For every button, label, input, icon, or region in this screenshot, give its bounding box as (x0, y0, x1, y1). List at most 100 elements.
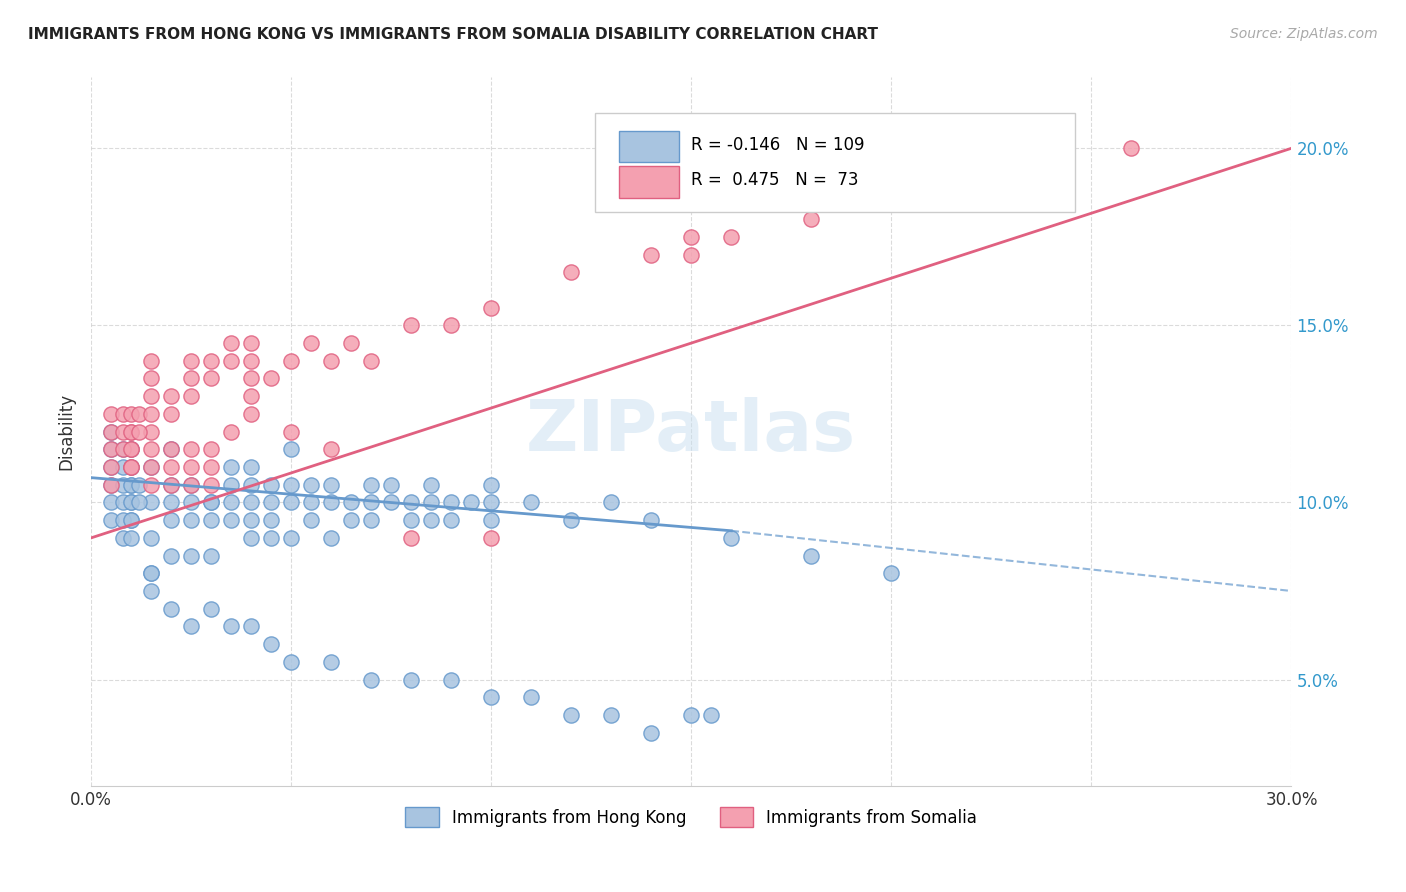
Point (100, 460, 122, 475)
Point (180, 495, 202, 509)
Point (399, 531, 422, 545)
Point (200, 495, 222, 509)
Point (112, 425, 135, 439)
Point (120, 425, 142, 439)
Point (240, 389, 263, 403)
Point (520, 690, 543, 705)
Point (399, 495, 422, 509)
Point (1040, 159, 1063, 173)
Point (120, 531, 142, 545)
Point (800, 549, 823, 563)
Point (112, 513, 135, 527)
Point (299, 495, 322, 509)
Point (180, 477, 202, 491)
Point (112, 495, 135, 509)
Point (120, 513, 142, 527)
Point (280, 495, 302, 509)
Point (260, 495, 283, 509)
Point (100, 442, 122, 457)
Point (420, 513, 443, 527)
Point (120, 513, 142, 527)
Point (100, 425, 122, 439)
Point (640, 725, 662, 739)
Point (160, 389, 183, 403)
Point (180, 389, 202, 403)
Point (240, 371, 263, 385)
Point (880, 177, 903, 191)
Point (141, 407, 163, 421)
Point (120, 442, 142, 457)
Point (560, 265, 582, 279)
Point (479, 495, 502, 509)
Point (160, 442, 183, 457)
Text: IMMIGRANTS FROM HONG KONG VS IMMIGRANTS FROM SOMALIA DISABILITY CORRELATION CHAR: IMMIGRANTS FROM HONG KONG VS IMMIGRANTS … (28, 27, 879, 42)
Point (120, 442, 142, 457)
Point (160, 513, 183, 527)
Text: Source: ZipAtlas.com: Source: ZipAtlas.com (1230, 27, 1378, 41)
FancyBboxPatch shape (619, 166, 679, 198)
Point (180, 549, 202, 563)
Point (141, 371, 163, 385)
Point (280, 353, 302, 368)
Point (180, 477, 202, 491)
Point (360, 353, 382, 368)
Point (800, 212, 823, 227)
Point (479, 477, 502, 491)
Point (200, 460, 222, 475)
Point (180, 353, 202, 368)
Point (440, 673, 463, 687)
Point (280, 425, 302, 439)
Point (200, 477, 222, 491)
Point (321, 495, 343, 509)
FancyBboxPatch shape (595, 113, 1076, 212)
Point (141, 566, 163, 581)
Text: R = -0.146   N = 109: R = -0.146 N = 109 (692, 136, 865, 153)
Point (420, 477, 443, 491)
Point (141, 584, 163, 599)
Point (321, 477, 343, 491)
Point (120, 407, 142, 421)
Point (240, 477, 263, 491)
Point (640, 513, 662, 527)
Point (479, 301, 502, 315)
Point (200, 495, 222, 509)
Point (260, 513, 283, 527)
Text: R =  0.475   N =  73: R = 0.475 N = 73 (692, 171, 859, 189)
Point (700, 708, 723, 723)
Point (380, 477, 402, 491)
Point (260, 371, 283, 385)
Point (440, 318, 463, 333)
Point (100, 442, 122, 457)
Point (180, 371, 202, 385)
Point (440, 513, 463, 527)
Point (141, 389, 163, 403)
Point (160, 495, 183, 509)
Point (399, 513, 422, 527)
Point (120, 460, 142, 475)
Point (1040, 159, 1063, 173)
Text: ZIPatlas: ZIPatlas (526, 397, 856, 467)
Point (219, 336, 242, 351)
Point (360, 513, 382, 527)
Point (420, 495, 443, 509)
Point (180, 460, 202, 475)
Point (120, 425, 142, 439)
Point (1121, 141, 1143, 155)
Point (720, 229, 742, 244)
Point (200, 549, 222, 563)
Point (128, 495, 150, 509)
Point (280, 531, 302, 545)
Point (219, 460, 242, 475)
Point (219, 619, 242, 633)
Point (520, 495, 543, 509)
Point (160, 549, 183, 563)
Point (340, 495, 363, 509)
Point (120, 460, 142, 475)
Point (141, 495, 163, 509)
Point (321, 531, 343, 545)
Point (160, 407, 183, 421)
Point (200, 601, 222, 615)
Point (100, 425, 122, 439)
Point (100, 495, 122, 509)
Point (180, 442, 202, 457)
